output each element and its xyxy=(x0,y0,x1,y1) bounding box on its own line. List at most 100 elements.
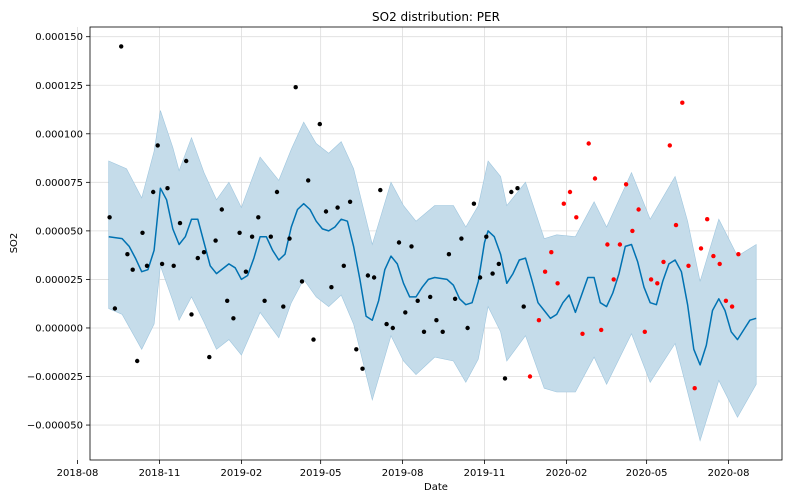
observed-train-point xyxy=(151,189,156,195)
observed-train-point xyxy=(471,201,477,206)
observed-train-point xyxy=(347,199,353,204)
y-tick-label: 0.000050 xyxy=(35,226,83,237)
x-tick-label: 2020-05 xyxy=(626,468,668,479)
x-tick-label: 2020-08 xyxy=(708,468,750,479)
observed-train-point xyxy=(274,189,280,195)
observed-train-point xyxy=(293,85,298,90)
observed-test-point xyxy=(698,246,704,251)
observed-train-point xyxy=(299,279,305,284)
observed-train-point xyxy=(268,234,273,239)
observed-test-point xyxy=(686,263,691,268)
y-tick-label: −0.000050 xyxy=(27,421,83,432)
y-tick-label: 0.000025 xyxy=(35,275,83,286)
observed-test-point xyxy=(555,281,560,286)
observed-train-point xyxy=(521,304,526,309)
observed-train-point xyxy=(213,238,218,243)
observed-train-point xyxy=(155,143,160,148)
observed-train-point xyxy=(465,325,470,331)
y-tick-label: 0.000150 xyxy=(35,32,83,43)
observed-test-point xyxy=(536,318,542,323)
observed-test-point xyxy=(667,143,672,148)
observed-test-point xyxy=(549,250,554,255)
y-tick-label: 0.000100 xyxy=(35,129,83,140)
observed-test-point xyxy=(673,222,679,228)
y-tick-label: 0.000000 xyxy=(35,323,83,334)
observed-train-point xyxy=(177,220,183,226)
observed-train-point xyxy=(237,230,242,235)
observed-train-point xyxy=(484,234,489,239)
observed-train-point xyxy=(125,252,130,257)
y-tick-label: 0.000125 xyxy=(35,81,83,92)
observed-train-point xyxy=(119,44,124,49)
observed-train-point xyxy=(317,121,322,127)
observed-train-point xyxy=(421,329,427,334)
observed-test-point xyxy=(717,261,722,267)
observed-test-point xyxy=(580,331,585,336)
uncertainty-band xyxy=(108,110,757,442)
observed-train-point xyxy=(323,209,329,214)
observed-train-point xyxy=(496,261,501,267)
forecast-line xyxy=(108,187,757,366)
observed-test-point xyxy=(736,252,741,257)
observed-test-point xyxy=(723,298,729,303)
observed-train-point xyxy=(256,215,261,220)
observed-test-point xyxy=(711,253,716,259)
observed-train-point xyxy=(403,310,408,315)
observed-train-point xyxy=(195,255,200,261)
chart-title: SO2 distribution: PER xyxy=(372,10,500,24)
x-tick-label: 2019-11 xyxy=(464,468,506,479)
observed-train-point xyxy=(207,354,212,360)
observed-test-point xyxy=(599,327,604,333)
observed-train-point xyxy=(112,306,118,311)
observed-train-point xyxy=(396,240,402,245)
observed-train-point xyxy=(159,261,165,267)
observed-train-point xyxy=(189,312,194,317)
observed-train-point xyxy=(409,244,414,249)
observed-test-point xyxy=(630,228,635,234)
uncertainty-band-layer xyxy=(108,110,757,442)
observed-train-point xyxy=(130,267,135,272)
observed-test-point xyxy=(586,141,591,146)
observed-points-layer xyxy=(107,44,741,391)
observed-test-point xyxy=(636,207,641,212)
observed-train-point xyxy=(107,215,112,220)
observed-test-point xyxy=(611,277,616,282)
observed-train-point xyxy=(184,158,189,164)
observed-train-point xyxy=(140,230,145,235)
observed-test-point xyxy=(661,259,666,265)
observed-train-point xyxy=(390,325,395,331)
observed-train-point xyxy=(135,358,140,364)
observed-train-point xyxy=(477,275,483,280)
observed-test-point xyxy=(561,201,566,206)
observed-train-point xyxy=(201,250,207,255)
observed-train-point xyxy=(428,294,433,300)
observed-test-point xyxy=(623,182,629,187)
observed-train-point xyxy=(225,298,230,303)
observed-train-point xyxy=(440,329,445,334)
observed-train-point xyxy=(378,187,383,193)
observed-train-point xyxy=(165,186,170,191)
observed-train-point xyxy=(509,189,514,195)
observed-test-point xyxy=(680,100,685,105)
observed-train-point xyxy=(490,271,495,276)
observed-train-point xyxy=(171,263,176,268)
observed-test-point xyxy=(567,189,573,195)
observed-train-point xyxy=(415,298,420,303)
observed-train-point xyxy=(459,236,464,241)
observed-test-point xyxy=(542,269,548,274)
observed-test-point xyxy=(729,304,735,309)
observed-train-point xyxy=(384,321,389,327)
observed-test-point xyxy=(655,281,660,286)
observed-train-point xyxy=(354,347,359,352)
observed-train-point xyxy=(219,207,224,212)
y-tick-label: 0.000075 xyxy=(35,178,83,189)
observed-train-point xyxy=(329,285,334,290)
y-axis-label: SO2 xyxy=(9,233,20,254)
observed-train-point xyxy=(515,186,520,191)
observed-test-point xyxy=(642,329,647,334)
observed-train-point xyxy=(144,263,150,268)
observed-test-point xyxy=(592,176,598,181)
observed-train-point xyxy=(306,178,311,183)
observed-test-point xyxy=(648,277,654,282)
